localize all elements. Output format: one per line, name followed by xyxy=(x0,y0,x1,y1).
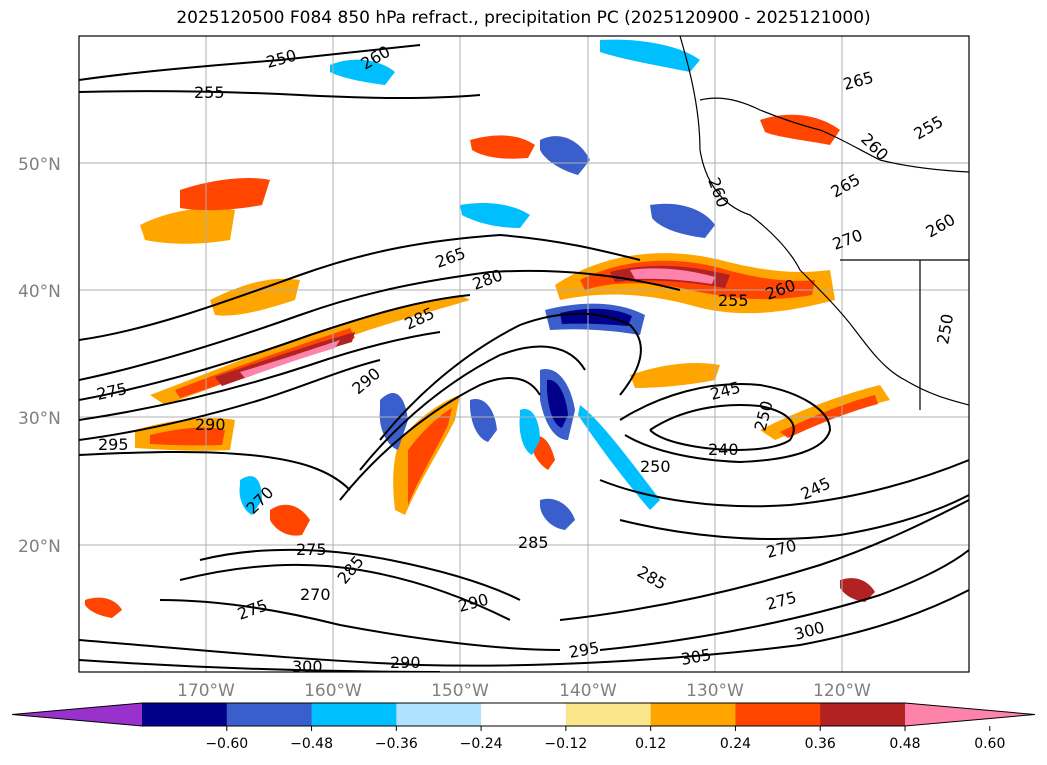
colorbar-outline xyxy=(11,702,1036,727)
colorbar-bin xyxy=(226,703,313,726)
lat-label-30n: 30°N xyxy=(18,409,61,429)
colorbar-tick-label: 0.60 xyxy=(974,736,1005,752)
colorbar-tick-label: 0.24 xyxy=(720,736,751,752)
contour-label: 240 xyxy=(708,440,739,459)
positive-anomaly-shading xyxy=(85,114,890,618)
contour-label: 290 xyxy=(390,653,421,672)
contour-label: 270 xyxy=(300,585,331,604)
colorbar-bin xyxy=(142,703,228,726)
contour-label: 255 xyxy=(194,83,225,102)
lat-label-50n: 50°N xyxy=(18,155,61,175)
contour-label: 250 xyxy=(640,457,671,476)
contour-label: 275 xyxy=(296,540,327,559)
colorbar-bin xyxy=(735,703,821,726)
colorbar-extend-high xyxy=(905,703,1035,726)
contour-label: 300 xyxy=(292,657,323,676)
contour-label: 295 xyxy=(98,435,129,454)
lon-label-120w: 120°W xyxy=(813,681,871,701)
colorbar-tick-label: −0.60 xyxy=(205,736,248,752)
map-title: 2025120500 F084 850 hPa refract., precip… xyxy=(176,8,871,28)
colorbar-tick-label: −0.48 xyxy=(290,736,333,752)
colorbar-bin xyxy=(650,703,736,726)
refractivity-contours xyxy=(79,44,969,672)
lon-label-160w: 160°W xyxy=(304,681,362,701)
colorbar: −0.60 −0.48 −0.36 −0.24 −0.12 0.12 0.24 0.36 0.4… xyxy=(11,702,1036,752)
contour-label: 255 xyxy=(718,291,749,310)
colorbar-bin xyxy=(820,703,906,726)
colorbar-bin xyxy=(396,703,482,726)
lat-label-20n: 20°N xyxy=(18,537,61,557)
colorbar-tick-label: 0.48 xyxy=(889,736,920,752)
colorbar-tick-label: 0.12 xyxy=(635,736,666,752)
longitude-labels: 170°W 160°W 150°W 140°W 130°W 120°W xyxy=(177,681,871,701)
gridlines xyxy=(79,36,969,672)
coastline xyxy=(679,36,969,410)
colorbar-tick-label: −0.36 xyxy=(375,736,418,752)
colorbar-bin xyxy=(481,703,567,726)
colorbar-bin xyxy=(565,703,652,726)
lon-label-130w: 130°W xyxy=(686,681,744,701)
colorbar-bin xyxy=(311,703,397,726)
plot-frame xyxy=(78,35,970,673)
colorbar-tick-label: 0.36 xyxy=(805,736,836,752)
contour-label: 285 xyxy=(518,533,549,552)
latitude-labels: 50°N 40°N 30°N 20°N xyxy=(18,155,61,557)
contour-label: 290 xyxy=(195,415,226,434)
colorbar-tick-label: −0.12 xyxy=(544,736,587,752)
lat-label-40n: 40°N xyxy=(18,282,61,302)
lon-label-170w: 170°W xyxy=(177,681,235,701)
colorbar-extend-low xyxy=(12,703,142,726)
lon-label-150w: 150°W xyxy=(431,681,489,701)
colorbar-tick-label: −0.24 xyxy=(460,736,503,752)
lon-label-140w: 140°W xyxy=(559,681,617,701)
